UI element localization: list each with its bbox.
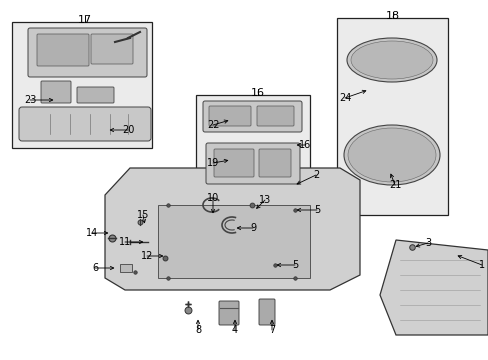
Text: 1: 1 — [478, 260, 484, 270]
FancyBboxPatch shape — [28, 28, 147, 77]
Text: 19: 19 — [206, 158, 219, 168]
Text: 5: 5 — [291, 260, 298, 270]
Ellipse shape — [343, 125, 439, 185]
Bar — [12, 22, 152, 148]
Ellipse shape — [347, 128, 435, 182]
FancyBboxPatch shape — [257, 106, 293, 126]
Text: 13: 13 — [258, 195, 270, 205]
Text: 6: 6 — [92, 263, 98, 273]
Text: 10: 10 — [206, 193, 219, 203]
Text: 21: 21 — [388, 180, 400, 190]
Text: 8: 8 — [195, 325, 201, 335]
Text: 15: 15 — [137, 210, 149, 220]
FancyBboxPatch shape — [219, 301, 239, 325]
FancyBboxPatch shape — [214, 149, 253, 177]
Text: 22: 22 — [206, 120, 219, 130]
Polygon shape — [379, 240, 487, 335]
FancyBboxPatch shape — [91, 34, 133, 64]
Bar — [120, 264, 132, 272]
Text: 2: 2 — [312, 170, 319, 180]
FancyBboxPatch shape — [259, 149, 290, 177]
Text: 16: 16 — [298, 140, 310, 150]
Text: 11: 11 — [119, 237, 131, 247]
Polygon shape — [105, 168, 359, 290]
FancyBboxPatch shape — [77, 87, 114, 103]
Text: 7: 7 — [268, 325, 275, 335]
Text: 17: 17 — [78, 15, 92, 25]
FancyBboxPatch shape — [203, 101, 302, 132]
FancyBboxPatch shape — [19, 107, 151, 141]
Bar — [336, 18, 447, 215]
FancyBboxPatch shape — [208, 106, 250, 126]
Text: 5: 5 — [313, 205, 320, 215]
Text: 23: 23 — [24, 95, 36, 105]
Text: 3: 3 — [424, 238, 430, 248]
Text: 20: 20 — [122, 125, 134, 135]
Ellipse shape — [346, 38, 436, 82]
Text: 4: 4 — [231, 325, 238, 335]
Ellipse shape — [350, 41, 432, 79]
FancyBboxPatch shape — [205, 143, 299, 184]
FancyBboxPatch shape — [41, 81, 71, 103]
Text: 24: 24 — [338, 93, 350, 103]
FancyBboxPatch shape — [259, 299, 274, 325]
Text: 9: 9 — [249, 223, 256, 233]
Text: 18: 18 — [385, 11, 399, 21]
FancyBboxPatch shape — [37, 34, 89, 66]
Bar — [196, 95, 309, 195]
Text: 12: 12 — [141, 251, 153, 261]
Bar — [158, 205, 309, 278]
Text: 14: 14 — [86, 228, 98, 238]
Text: 16: 16 — [250, 88, 264, 98]
